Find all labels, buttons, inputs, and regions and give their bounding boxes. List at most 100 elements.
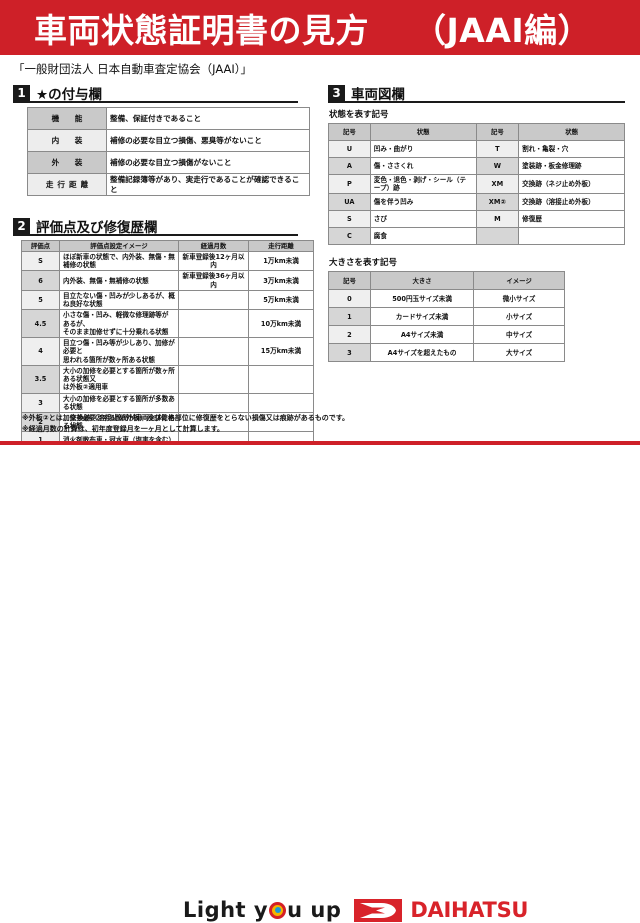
evaluation-distance bbox=[248, 392, 314, 413]
size-table-head: 記号 大きさ イメージ bbox=[328, 271, 565, 291]
evaluation-score: 4 bbox=[21, 337, 60, 366]
evaluation-score: 6 bbox=[21, 270, 60, 291]
size-description: カードサイズ未満 bbox=[369, 307, 475, 327]
evaluation-column-header: 評価点 bbox=[21, 240, 60, 252]
left-column: 1 ★の付与欄 機 能整備、保証付きであること内 装補修の必要な目立つ損傷、悪臭等… bbox=[13, 82, 314, 465]
symbol-row: UA 傷を伴う凹み XM② 交換跡（溶接止め外板） bbox=[328, 193, 625, 212]
symbol-value: 凹み・曲がり bbox=[369, 140, 477, 158]
symbol-key: XM bbox=[475, 173, 520, 195]
symbol-value: さび bbox=[369, 210, 477, 229]
evaluation-distance: 5万km未満 bbox=[248, 289, 314, 311]
symbol-row: S さび M 修復歴 bbox=[328, 210, 625, 229]
evaluation-row: 2 加修を必要とする箇所が車両全体にある状態 bbox=[21, 411, 314, 433]
symbol-key: C bbox=[328, 227, 371, 246]
evaluation-months: 新車登録後12ヶ月以内 bbox=[178, 250, 249, 272]
page-title-main: 車両状態証明書の見方 bbox=[34, 11, 369, 50]
symbol-column-header: 状態 bbox=[369, 123, 477, 141]
symbol-row: U 凹み・曲がり T 割れ・亀裂・穴 bbox=[328, 140, 625, 158]
evaluation-column-header: 経過月数 bbox=[178, 240, 249, 252]
right-column: 3 車両図欄 状態を表す記号 記号 状態 記号 状態 U 凹み・曲がり T 割れ・亀裂・穴 A 傷… bbox=[328, 82, 628, 363]
star-criteria-row: 内 装補修の必要な目立つ損傷、悪臭等がないこと bbox=[27, 129, 310, 152]
table-header-row: 記号 大きさ イメージ bbox=[328, 271, 565, 291]
evaluation-column-header: 評価点設定イメージ bbox=[59, 240, 179, 252]
evaluation-months bbox=[178, 337, 249, 366]
evaluation-column-header: 走行距離 bbox=[248, 240, 314, 252]
star-criteria-desc: 整備記録簿等があり、実走行であることが確認できること bbox=[106, 173, 310, 196]
table-header-row: 記号 状態 記号 状態 bbox=[328, 123, 625, 141]
evaluation-row: 3.5 大小の加修を必要とする箇所が数ヶ所ある状態又 は外板②適用車 bbox=[21, 364, 314, 394]
symbol-value: 傷・ささくれ bbox=[369, 157, 477, 175]
evaluation-months bbox=[178, 392, 249, 413]
size-table-caption: 大きさを表す記号 bbox=[329, 258, 398, 269]
concentric-circle-icon bbox=[269, 901, 287, 919]
section3-title: 車両図欄 bbox=[351, 86, 405, 103]
symbol-row: A 傷・ささくれ W 塗装跡・板金修理跡 bbox=[328, 157, 625, 175]
evaluation-image: 大小の加修を必要とする箇所が多数ある状態 bbox=[59, 392, 179, 413]
symbol-value: 腐食 bbox=[369, 227, 477, 246]
evaluation-image: 目立たない傷・凹みが少しあるが、概ね良好な状態 bbox=[59, 289, 179, 311]
symbol-key: P bbox=[328, 173, 371, 195]
evaluation-distance: 3万km未満 bbox=[248, 270, 314, 291]
section1-heading: 1 ★の付与欄 bbox=[13, 82, 313, 103]
size-description: A4サイズ未満 bbox=[369, 325, 475, 345]
symbol-key: T bbox=[475, 140, 520, 158]
evaluation-image: 目立つ傷・凹み等が少しあり、加修が必要と 思われる箇所が数ヶ所ある状態 bbox=[59, 337, 179, 366]
symbol-key: M bbox=[475, 210, 520, 229]
size-column-header: 大きさ bbox=[369, 271, 475, 291]
symbol-key: UA bbox=[328, 193, 371, 212]
size-key: 0 bbox=[328, 289, 371, 309]
evaluation-distance bbox=[248, 411, 314, 433]
evaluation-months bbox=[178, 309, 249, 339]
footnote-2: ※経過月数の計算は、初年度登録月を一ヶ月として計算します。 bbox=[22, 424, 224, 433]
header-band bbox=[0, 0, 640, 55]
evaluation-distance bbox=[248, 364, 314, 394]
symbol-key: W bbox=[475, 157, 520, 175]
size-image: 中サイズ bbox=[473, 325, 565, 345]
size-row: 3 A4サイズを超えたもの 大サイズ bbox=[328, 343, 565, 363]
evaluation-row: 3 大小の加修を必要とする箇所が多数ある状態 bbox=[21, 392, 314, 413]
star-criteria-row: 走行距離 整備記録簿等があり、実走行であることが確認できること bbox=[27, 173, 310, 196]
brand-lockup: Light y u up DAIHATSU bbox=[183, 897, 528, 923]
symbol-value: 傷を伴う凹み bbox=[369, 193, 477, 212]
evaluation-score: 2 bbox=[21, 411, 60, 433]
section2-number: 2 bbox=[13, 217, 30, 234]
symbol-value: 交換跡（溶接止め外板） bbox=[518, 193, 625, 212]
evaluation-table-head: 評価点 評価点設定イメージ 経過月数 走行距離 bbox=[21, 240, 314, 252]
footnotes: ※外板②とは、交換跡（溶接止め外板）及び骨格部位に修復歴をとらない損傷又は痕跡が… bbox=[22, 413, 442, 435]
size-image: 大サイズ bbox=[473, 343, 565, 363]
size-key: 2 bbox=[328, 325, 371, 345]
evaluation-image: 内外装、無傷・無補修の状態 bbox=[59, 270, 179, 291]
star-criteria-desc: 補修の必要な目立つ損傷、悪臭等がないこと bbox=[106, 129, 310, 152]
evaluation-distance: 15万km未満 bbox=[248, 337, 314, 366]
evaluation-row: 6 内外装、無傷・無補修の状態 新車登録後36ヶ月以内 3万km未満 bbox=[21, 270, 314, 291]
daihatsu-d-mark-icon bbox=[354, 898, 403, 922]
evaluation-image: 小さな傷・凹み、軽微な修理跡等があるが、 そのまま加修せずに十分乗れる状態 bbox=[59, 309, 179, 339]
evaluation-score: 4.5 bbox=[21, 309, 60, 339]
section1-title: ★の付与欄 bbox=[36, 86, 103, 103]
footnote-1: ※外板②とは、交換跡（溶接止め外板）及び骨格部位に修復歴をとらない損傷又は痕跡が… bbox=[22, 414, 350, 422]
evaluation-row: S ほぼ新車の状態で、内外装、無傷・無補修の状態 新車登録後12ヶ月以内 1万km未満 bbox=[21, 250, 314, 272]
tagline-after: u up bbox=[287, 898, 342, 922]
section3-heading: 3 車両図欄 bbox=[328, 82, 628, 103]
evaluation-score: 3 bbox=[21, 392, 60, 413]
evaluation-score: 5 bbox=[21, 289, 60, 311]
star-criteria-table: 機 能整備、保証付きであること内 装補修の必要な目立つ損傷、悪臭等がないこと外 … bbox=[27, 107, 310, 196]
symbol-row: C 腐食 bbox=[328, 227, 625, 246]
page-title-sub: （JAAI編） bbox=[413, 11, 592, 50]
size-key: 3 bbox=[328, 343, 371, 363]
star-criteria-desc: 整備、保証付きであること bbox=[106, 107, 310, 130]
section2-rule bbox=[13, 234, 298, 236]
evaluation-distance: 10万km未満 bbox=[248, 309, 314, 339]
symbol-value: 交換跡（ネジ止め外板） bbox=[518, 173, 625, 195]
evaluation-image: 大小の加修を必要とする箇所が数ヶ所ある状態又 は外板②適用車 bbox=[59, 364, 179, 394]
symbol-value: 変色・退色・剥げ・シール（テープ）跡 bbox=[369, 173, 477, 195]
section2-title: 評価点及び修復歴欄 bbox=[36, 219, 158, 236]
symbol-key: S bbox=[328, 210, 371, 229]
symbol-key: U bbox=[328, 140, 371, 158]
size-table-body: 0 500円玉サイズ未満 微小サイズ 1 カードサイズ未満 小サイズ 2 A4サイズ未満 中サイ… bbox=[328, 289, 565, 363]
symbol-column-header: 記号 bbox=[475, 123, 520, 141]
evaluation-row: 5 目立たない傷・凹みが少しあるが、概ね良好な状態 5万km未満 bbox=[21, 289, 314, 311]
symbol-value: 塗装跡・板金修理跡 bbox=[518, 157, 625, 175]
size-description: A4サイズを超えたもの bbox=[369, 343, 475, 363]
star-criteria-label: 外 装 bbox=[27, 151, 107, 174]
